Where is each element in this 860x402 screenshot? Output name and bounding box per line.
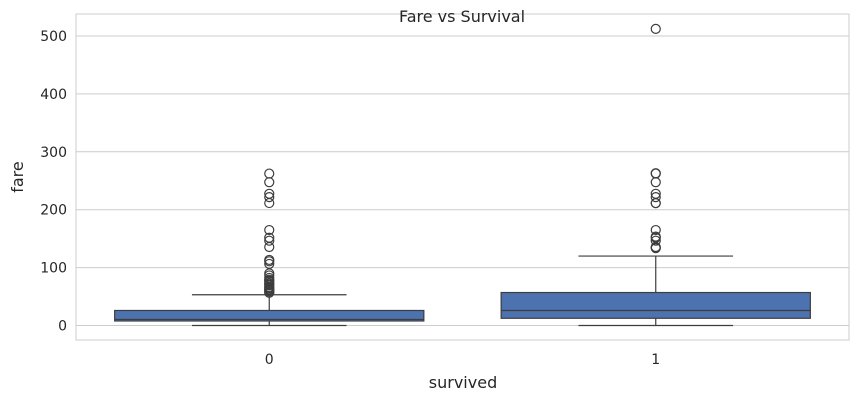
outlier-point [650, 231, 661, 242]
outlier-point [264, 254, 275, 266]
outlier-point [264, 272, 275, 284]
boxes-group [114, 23, 811, 327]
outlier-point [264, 168, 275, 179]
outlier-point [264, 235, 275, 246]
outlier-point [650, 191, 661, 203]
outlier-point [264, 191, 275, 203]
outlier-point [650, 235, 661, 246]
y-axis-label: fare [8, 161, 27, 193]
outlier-point [650, 224, 661, 236]
outlier-point [264, 258, 275, 270]
outlier-point [264, 232, 275, 243]
y-tick-label: 0 [58, 319, 67, 335]
iqr-box [500, 291, 811, 319]
outlier-point [650, 188, 661, 199]
outlier-point [650, 168, 661, 179]
outlier-point [650, 23, 661, 34]
y-axis-ticks: 0 100 200 300 400 500 [40, 29, 67, 335]
y-tick-label: 500 [40, 29, 67, 45]
chart-title: Fare vs Survival [399, 7, 525, 26]
y-tick-label: 100 [40, 261, 67, 277]
y-tick-label: 400 [40, 87, 67, 103]
iqr-box [114, 309, 425, 322]
x-tick-label: 1 [651, 352, 660, 368]
y-tick-label: 300 [40, 145, 67, 161]
outlier-point [264, 188, 275, 199]
y-tick-label: 200 [40, 203, 67, 219]
x-axis-label: survived [429, 373, 497, 392]
outlier-point [264, 224, 275, 236]
x-tick-label: 0 [265, 352, 274, 368]
plot-area [75, 13, 850, 341]
